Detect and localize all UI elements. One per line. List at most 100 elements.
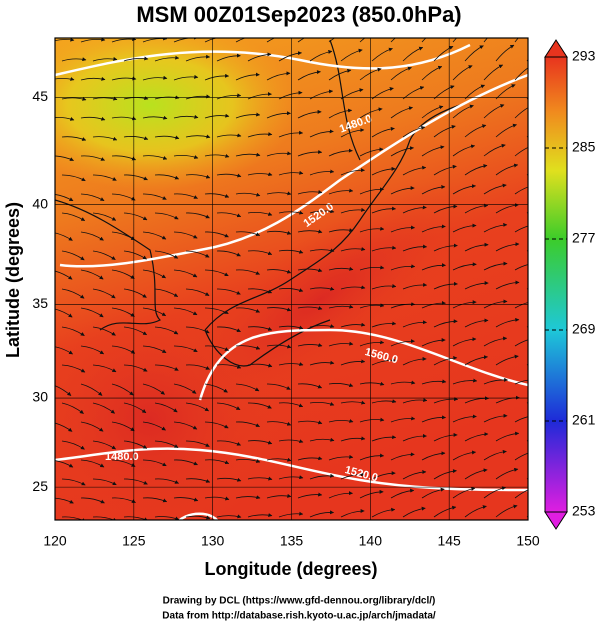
streamline [340,285,366,290]
streamline [526,135,528,138]
streamline [142,269,166,279]
streamline [340,508,365,518]
streamline [55,497,74,504]
streamline [123,478,148,485]
streamline [173,114,199,119]
streamline [464,355,488,366]
streamline [92,56,118,62]
streamline [61,516,86,520]
streamline [514,452,528,461]
streamline [80,459,105,468]
streamline [142,193,167,200]
streamline [464,432,489,442]
streamline [433,124,456,138]
streamline [278,402,304,408]
y-tick-label: 45 [32,88,48,104]
streamline [278,511,304,518]
streamline [328,68,352,81]
streamline [235,38,247,43]
field [55,38,528,520]
streamline [433,281,458,290]
streamline [80,383,103,396]
streamline [235,345,261,350]
streamline [495,504,518,518]
streamline [309,209,335,214]
streamline [111,459,136,467]
streamline [297,70,321,81]
streamline [390,66,412,81]
streamline [216,364,242,369]
streamline [483,183,507,195]
streamline [421,185,446,195]
streamline [371,435,397,442]
streamline [154,440,179,448]
streamline [297,229,323,234]
streamline [340,436,366,442]
streamline [452,414,477,423]
streamline [421,145,445,157]
streamline [216,514,242,519]
streamline [328,304,354,309]
streamline [297,456,323,461]
streamline [464,468,488,480]
streamline [266,269,292,274]
streamline [452,104,474,119]
streamline [80,345,105,355]
streamline [235,269,260,275]
streamline [247,52,272,62]
streamline [266,111,291,119]
streamline [340,128,365,138]
streamline [216,250,241,257]
streamline [309,401,335,406]
streamline [173,383,197,394]
colorbar-tick-label: 269 [572,321,596,337]
streamline [235,307,260,313]
streamline [247,363,273,368]
streamline [340,247,366,252]
streamline [309,49,333,62]
streamline [297,268,323,273]
streamline [495,203,519,214]
streamline [371,166,396,176]
x-axis-label: Longitude (degrees) [204,559,377,579]
streamline [328,266,354,271]
contour-label: 1480.0 [105,451,139,463]
streamline [61,136,87,141]
plot-frame [54,37,529,521]
streamline [328,108,353,119]
streamline [204,307,229,314]
streamline [55,38,75,42]
x-tick-label: 140 [359,533,383,549]
streamline [433,432,458,442]
streamline [433,204,458,214]
streamline [204,153,230,158]
streamline [402,356,427,366]
streamline [390,225,416,233]
streamline [402,205,427,214]
streamline [371,471,396,480]
streamline [371,358,396,366]
streamline [340,472,366,480]
streamline [359,265,385,271]
streamline [173,231,198,239]
streamline [61,57,87,62]
streamline [185,250,210,258]
streamline [61,440,85,450]
streamline [216,402,241,411]
streamline [514,339,528,347]
streamline [340,168,365,176]
streamline [514,147,528,157]
streamline [80,76,106,81]
streamline [266,151,292,157]
streamline [421,487,445,499]
streamline [340,400,366,405]
streamline [390,146,414,157]
streamline [185,94,211,100]
streamline [55,77,75,81]
streamline [204,193,230,198]
streamline [80,231,104,241]
streamline [328,148,353,157]
streamline [235,458,261,463]
streamline [483,413,508,423]
streamline [452,144,476,157]
